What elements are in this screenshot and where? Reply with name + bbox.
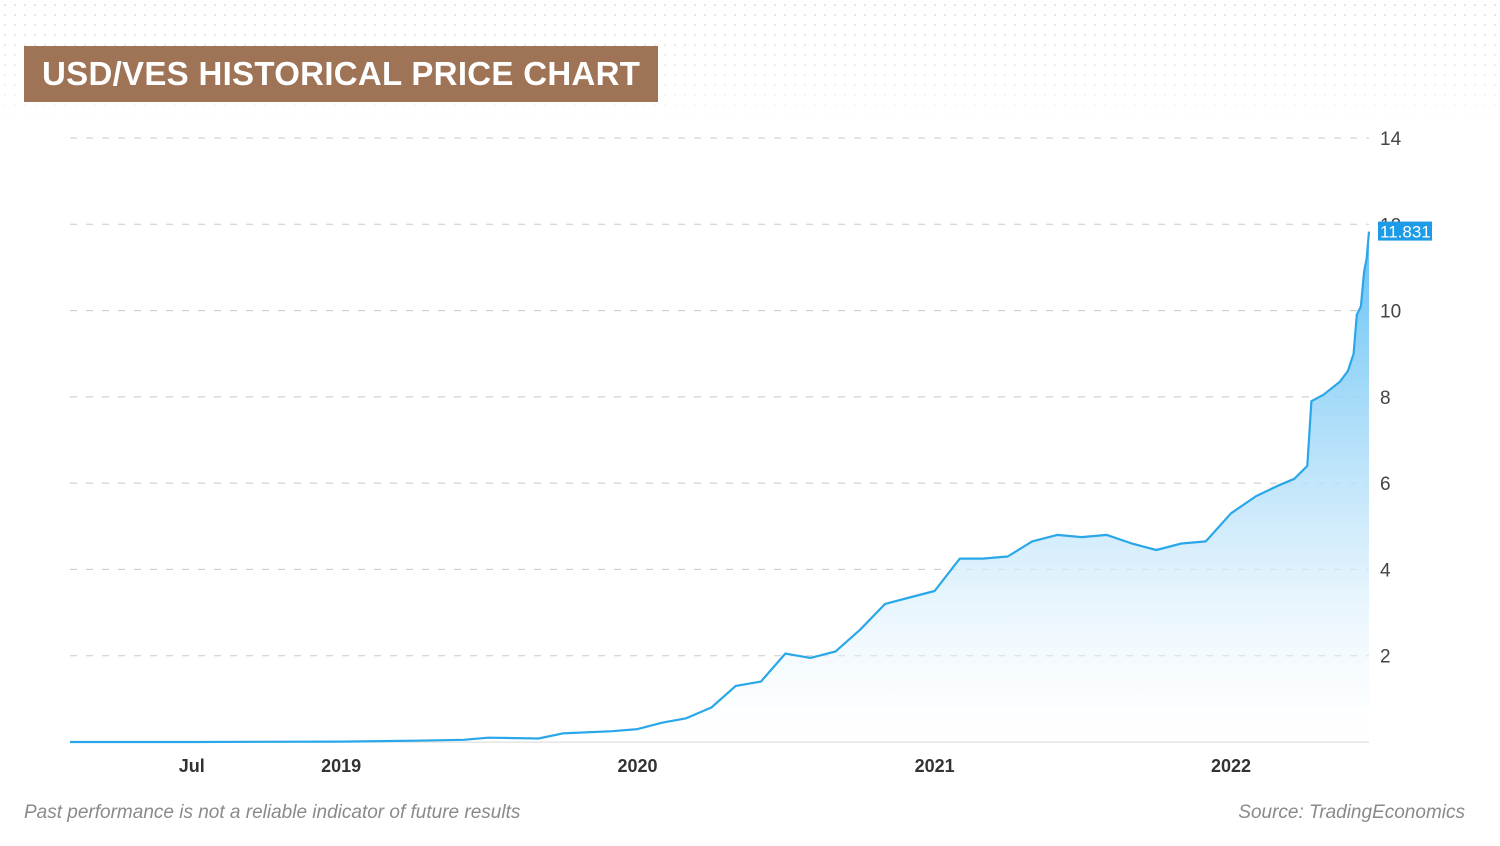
- source-text: Source: TradingEconomics: [1238, 802, 1465, 823]
- price-area-fill: [70, 231, 1369, 742]
- y-tick-label-14: 14: [1380, 129, 1402, 150]
- x-tick-label-2021: 2021: [915, 756, 955, 776]
- disclaimer-text: Past performance is not a reliable indic…: [24, 802, 521, 823]
- last-value-marker: 11.831: [1378, 221, 1432, 242]
- price-line: [70, 231, 1371, 744]
- x-tick-label-2022: 2022: [1211, 756, 1251, 776]
- x-axis-ticks: Jul 2019 2020 2021 2022: [179, 756, 1251, 776]
- y-tick-label-10: 10: [1380, 302, 1401, 323]
- y-tick-label-4: 4: [1380, 560, 1391, 581]
- y-tick-label-8: 8: [1380, 388, 1391, 409]
- x-tick-label-jul: Jul: [179, 756, 205, 776]
- last-value-label: 11.831: [1380, 223, 1431, 242]
- y-axis-ticks: 2468101214: [1380, 129, 1402, 668]
- chart-title: USD/VES HISTORICAL PRICE CHART: [24, 46, 659, 102]
- y-tick-label-2: 2: [1380, 647, 1391, 668]
- y-tick-label-6: 6: [1380, 474, 1391, 495]
- x-tick-label-2019: 2019: [321, 756, 361, 776]
- last-value-label-bg: [1378, 221, 1432, 241]
- x-tick-label-2020: 2020: [617, 756, 657, 776]
